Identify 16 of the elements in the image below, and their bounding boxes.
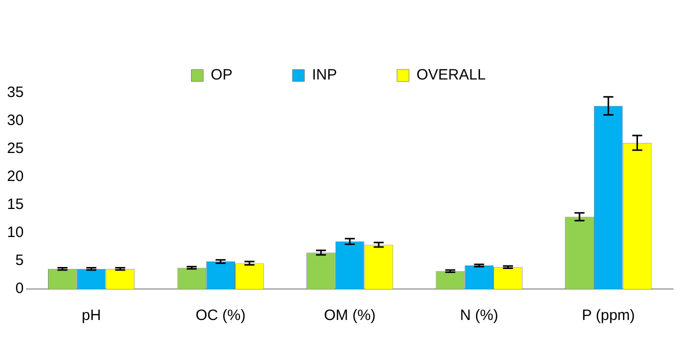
y-tick-label: 35	[6, 84, 24, 102]
y-tick-label: 5	[15, 252, 24, 270]
legend-label: OVERALL	[416, 66, 486, 84]
y-tick-label: 0	[15, 280, 24, 298]
x-tick-label: pH	[82, 307, 101, 324]
x-tick-label: OC (%)	[196, 307, 246, 324]
y-tick-label: 10	[6, 224, 24, 242]
legend-label: INP	[312, 66, 337, 84]
x-tick-label: OM (%)	[324, 307, 376, 324]
y-tick-label: 15	[6, 196, 24, 214]
y-tick-label: 30	[6, 112, 24, 130]
y-tick-label: 25	[6, 140, 24, 158]
legend-label: OP	[210, 66, 232, 84]
x-tick-label: P (ppm)	[582, 307, 635, 324]
x-tick-label: N (%)	[460, 307, 498, 324]
y-tick-label: 20	[6, 168, 24, 186]
